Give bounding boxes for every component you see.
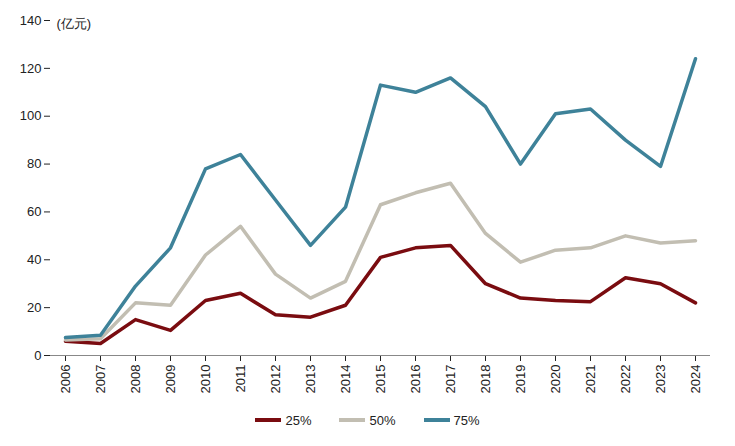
svg-text:100: 100 [20,108,42,123]
svg-text:2020: 2020 [548,365,563,394]
svg-text:2014: 2014 [338,365,353,394]
svg-text:(亿元): (亿元) [57,16,92,31]
svg-text:2007: 2007 [93,365,108,394]
svg-text:2021: 2021 [583,365,598,394]
svg-text:2009: 2009 [163,365,178,394]
svg-text:2013: 2013 [303,365,318,394]
svg-text:2016: 2016 [408,365,423,394]
html-text:50%: 50% [369,412,396,428]
svg-text:2006: 2006 [58,365,73,394]
svg-text:2023: 2023 [653,365,668,394]
svg-text:2012: 2012 [268,365,283,394]
svg-text:2015: 2015 [373,365,388,394]
svg-text:2010: 2010 [198,365,213,394]
svg-text:140: 140 [20,13,42,28]
svg-text:2018: 2018 [478,365,493,394]
html-text:25%: 25% [285,412,312,428]
svg-text:2019: 2019 [513,365,528,394]
svg-text:2017: 2017 [443,365,458,394]
svg-text:60: 60 [27,204,41,219]
svg-text:2008: 2008 [128,365,143,394]
svg-text:20: 20 [27,300,41,315]
svg-text:2011: 2011 [233,365,248,393]
svg-text:0: 0 [34,348,41,363]
svg-text:2024: 2024 [688,365,703,394]
svg-text:40: 40 [27,252,41,267]
svg-text:80: 80 [27,156,41,171]
html-text:75%: 75% [453,412,480,428]
svg-text:2022: 2022 [618,365,633,394]
svg-text:120: 120 [20,61,42,76]
